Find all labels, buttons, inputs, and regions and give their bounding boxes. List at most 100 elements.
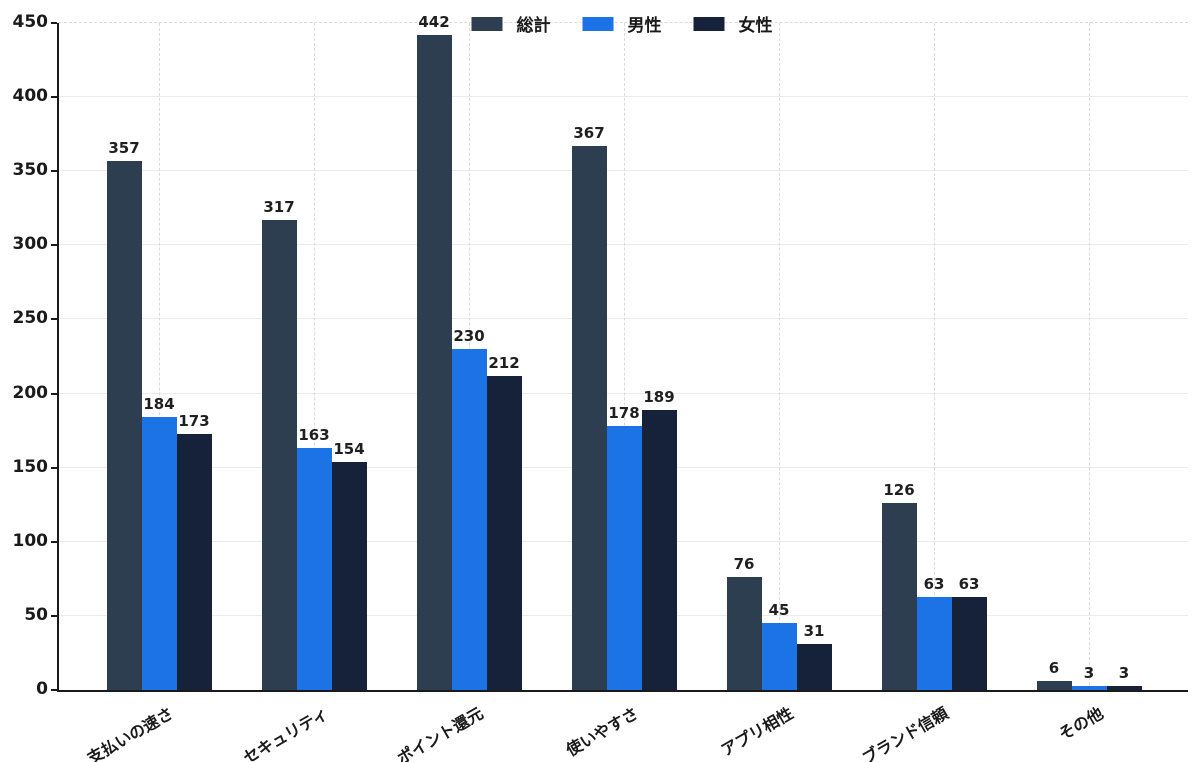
- y-axis-tick-mark: [51, 392, 57, 395]
- y-axis-tick-label: 300: [12, 234, 49, 255]
- bar-value-label: 154: [333, 439, 365, 458]
- y-axis-tick-mark: [51, 540, 57, 543]
- bar-group: 76 45 31: [726, 555, 832, 690]
- bar-value-label: 178: [608, 404, 640, 423]
- bar-value-label: 317: [263, 198, 295, 217]
- gridline-horizontal: [59, 392, 1188, 394]
- y-axis-tick-label: 50: [24, 604, 48, 625]
- bar-女性: 173: [176, 412, 212, 690]
- y-axis-tick-mark: [51, 96, 57, 99]
- bar-総計: 76: [726, 555, 762, 690]
- legend-label: 総計: [516, 16, 551, 36]
- gridline-vertical: [934, 23, 935, 690]
- bar-value-label: 184: [143, 395, 175, 414]
- y-axis-tick-label: 0: [36, 679, 48, 699]
- gridline-horizontal: [59, 96, 1188, 98]
- gridline-vertical: [1089, 23, 1090, 690]
- legend-swatch: [470, 15, 504, 32]
- bar-総計: 357: [106, 139, 142, 690]
- x-axis-category-label: ポイント還元: [393, 703, 487, 762]
- bar-総計: 6: [1036, 659, 1072, 690]
- bar-男性: 45: [761, 601, 797, 690]
- gridline-vertical: [314, 23, 315, 690]
- legend-swatch: [581, 15, 615, 32]
- legend-item: 総計: [470, 11, 551, 36]
- y-axis-tick-mark: [51, 466, 57, 469]
- y-axis-tick-label: 250: [12, 308, 49, 329]
- x-axis-category-label: ブランド信頼: [858, 703, 952, 762]
- bar-value-label: 63: [923, 574, 945, 593]
- y-axis-tick-mark: [51, 689, 57, 691]
- bar-value-label: 76: [733, 555, 755, 574]
- legend-item: 男性: [581, 11, 662, 36]
- y-axis-tick-label: 350: [12, 160, 49, 181]
- bar-男性: 184: [141, 395, 177, 690]
- y-axis-tick-label: 200: [12, 382, 49, 403]
- bar-女性: 189: [641, 388, 677, 690]
- legend-swatch: [692, 15, 726, 32]
- bar-男性: 63: [916, 575, 952, 690]
- bar-総計: 126: [881, 481, 917, 690]
- bar-value-label: 31: [803, 622, 825, 641]
- bar-男性: 178: [606, 404, 642, 690]
- bar-value-label: 173: [178, 411, 210, 430]
- bar-value-label: 6: [1048, 659, 1060, 678]
- gridline-horizontal: [59, 170, 1188, 172]
- bar-男性: 230: [451, 327, 487, 690]
- bar-男性: 163: [296, 426, 332, 690]
- bar-value-label: 163: [298, 426, 330, 445]
- bar-value-label: 63: [958, 574, 980, 593]
- y-axis-tick-mark: [51, 244, 57, 247]
- bar-group: 367 178 189: [571, 124, 677, 690]
- bar-group: 442 230 212: [416, 13, 522, 690]
- bar-group: 6 3 3: [1036, 659, 1142, 690]
- y-axis-tick-label: 450: [12, 12, 49, 32]
- gridline-vertical: [159, 23, 160, 690]
- plot-area: 357 184 173 317 163 154 442 230 212 367 178 189 76 45…: [57, 13, 1188, 692]
- bar-value-label: 45: [768, 601, 790, 620]
- bar-女性: 31: [796, 622, 832, 690]
- bar-女性: 3: [1106, 664, 1142, 690]
- bar-総計: 317: [261, 198, 297, 690]
- legend: 総計 男性 女性: [470, 11, 773, 36]
- bar-総計: 367: [571, 124, 607, 690]
- gridline-horizontal: [59, 318, 1188, 320]
- legend-label: 男性: [627, 16, 662, 36]
- bar-value-label: 189: [643, 387, 675, 406]
- x-axis-category-label: セキュリティ: [239, 703, 332, 762]
- x-axis-category-label: その他: [1055, 703, 1107, 744]
- bar-value-label: 230: [453, 327, 485, 346]
- bar-group: 126 63 63: [881, 481, 987, 690]
- gridline-horizontal: [59, 22, 1188, 23]
- bar-総計: 442: [416, 13, 452, 690]
- x-axis-category-label: アプリ相性: [717, 703, 797, 760]
- legend-item: 女性: [692, 11, 773, 36]
- gridline-vertical: [779, 23, 780, 690]
- bar-value-label: 3: [1118, 663, 1130, 682]
- bar-value-label: 3: [1083, 663, 1095, 682]
- bar-group: 317 163 154: [261, 198, 367, 690]
- y-axis-tick-label: 150: [12, 456, 49, 477]
- bar-女性: 63: [951, 575, 987, 690]
- y-axis-tick-mark: [51, 22, 57, 24]
- bar-女性: 154: [331, 440, 367, 690]
- bar-女性: 212: [486, 354, 522, 690]
- bar-group: 357 184 173: [106, 139, 212, 690]
- x-axis-category-label: 使いやすさ: [562, 703, 642, 760]
- legend-label: 女性: [738, 16, 773, 36]
- bar-value-label: 357: [108, 138, 140, 157]
- y-axis-tick-label: 100: [12, 530, 49, 551]
- gridline-horizontal: [59, 244, 1188, 246]
- y-axis-tick-mark: [51, 614, 57, 617]
- y-axis-tick-mark: [51, 318, 57, 321]
- gridline-vertical: [624, 23, 625, 690]
- y-axis-tick-mark: [51, 170, 57, 173]
- bar-value-label: 126: [883, 481, 915, 500]
- bar-value-label: 212: [488, 353, 520, 372]
- y-axis-tick-label: 400: [12, 86, 49, 107]
- bar-男性: 3: [1071, 664, 1107, 690]
- bar-value-label: 442: [418, 12, 450, 31]
- x-axis-category-label: 支払いの速さ: [83, 703, 177, 762]
- bar-value-label: 367: [573, 124, 605, 143]
